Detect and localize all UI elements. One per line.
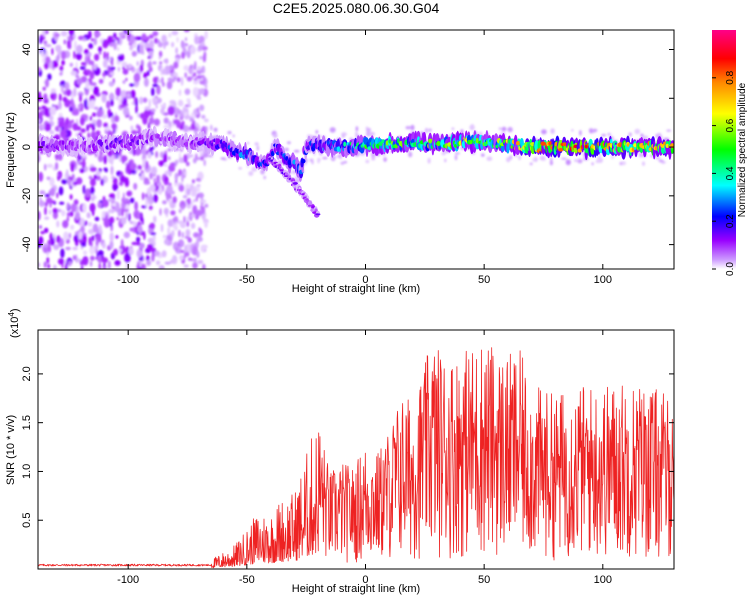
snr-y-tick-label: 1.5: [21, 415, 33, 430]
colorbar-tick-label: 0.0: [725, 262, 736, 276]
noise-speckle: [38, 30, 674, 269]
spectrogram-x-tick-label: 50: [478, 274, 490, 286]
snr-x-tick-label: 50: [478, 574, 490, 586]
snr-x-tick-label: -50: [239, 574, 255, 586]
spectrogram-y-tick-label: 0: [21, 144, 33, 150]
spectrogram-y-tick-label: -20: [21, 188, 33, 204]
snr-y-tick-label: 2.0: [21, 366, 33, 381]
colorbar-tick-label: 0.4: [725, 166, 736, 180]
colorbar-ticks: 0.0 0.2 0.4 0.6 0.8: [712, 70, 736, 276]
colorbar-tick-label: 0.8: [725, 70, 736, 84]
snr-series-line: [38, 347, 674, 569]
snr-frame: [37, 329, 675, 570]
colorbar-label: Normalized spectral amplitude: [737, 82, 748, 217]
snr-y-tick-label: 1.0: [21, 464, 33, 479]
spectrogram-x-tick-label: 100: [594, 274, 612, 286]
colorbar: 0.0 0.2 0.4 0.6 0.8 Normalized spectral ampl…: [712, 30, 748, 276]
spectrogram-y-tick-label: 40: [21, 43, 33, 55]
snr-panel: -100 -50 0 50 100 0.5 1.0 1.5 2.0 Height of stra…: [5, 308, 675, 595]
snr-y-axis-label: SNR (10 * v/v): [5, 415, 17, 485]
snr-x-tick-label: -100: [117, 574, 139, 586]
spectrogram-ticks: -100 -50 0 50 100 -40 -20 0 20 40: [21, 30, 674, 286]
spectrogram-x-axis-label: Height of straight line (km): [292, 283, 420, 295]
spectrogram-y-tick-label: -40: [21, 237, 33, 253]
snr-y-tick-label: 0.5: [21, 513, 33, 528]
spectrogram-y-axis-label: Frequency (Hz): [5, 112, 17, 188]
snr-x-tick-label: 100: [594, 574, 612, 586]
ridge-band: [38, 125, 674, 218]
spectrogram-x-tick-label: 0: [362, 274, 368, 286]
colorbar-gradient: [712, 30, 736, 269]
spectrogram-x-tick-label: -50: [239, 274, 255, 286]
spectrogram-frame: [37, 29, 675, 270]
spectrogram-x-tick-label: -100: [117, 274, 139, 286]
spectrogram-panel: -100 -50 0 50 100 -40 -20 0 20 40 Height of strai…: [5, 29, 675, 295]
snr-x-tick-label: 0: [362, 574, 368, 586]
spectrogram-heatmap: [38, 30, 674, 269]
snr-ticks: -100 -50 0 50 100 0.5 1.0 1.5 2.0: [21, 330, 674, 586]
colorbar-tick-label: 0.6: [725, 118, 736, 132]
spectrogram-y-tick-label: 20: [21, 92, 33, 104]
figure-title: C2E5.2025.080.06.30.G04: [273, 0, 440, 16]
colorbar-tick-label: 0.2: [725, 214, 736, 228]
snr-x-axis-label: Height of straight line (km): [292, 583, 420, 595]
snr-multiplier-label: (x104): [7, 308, 21, 338]
